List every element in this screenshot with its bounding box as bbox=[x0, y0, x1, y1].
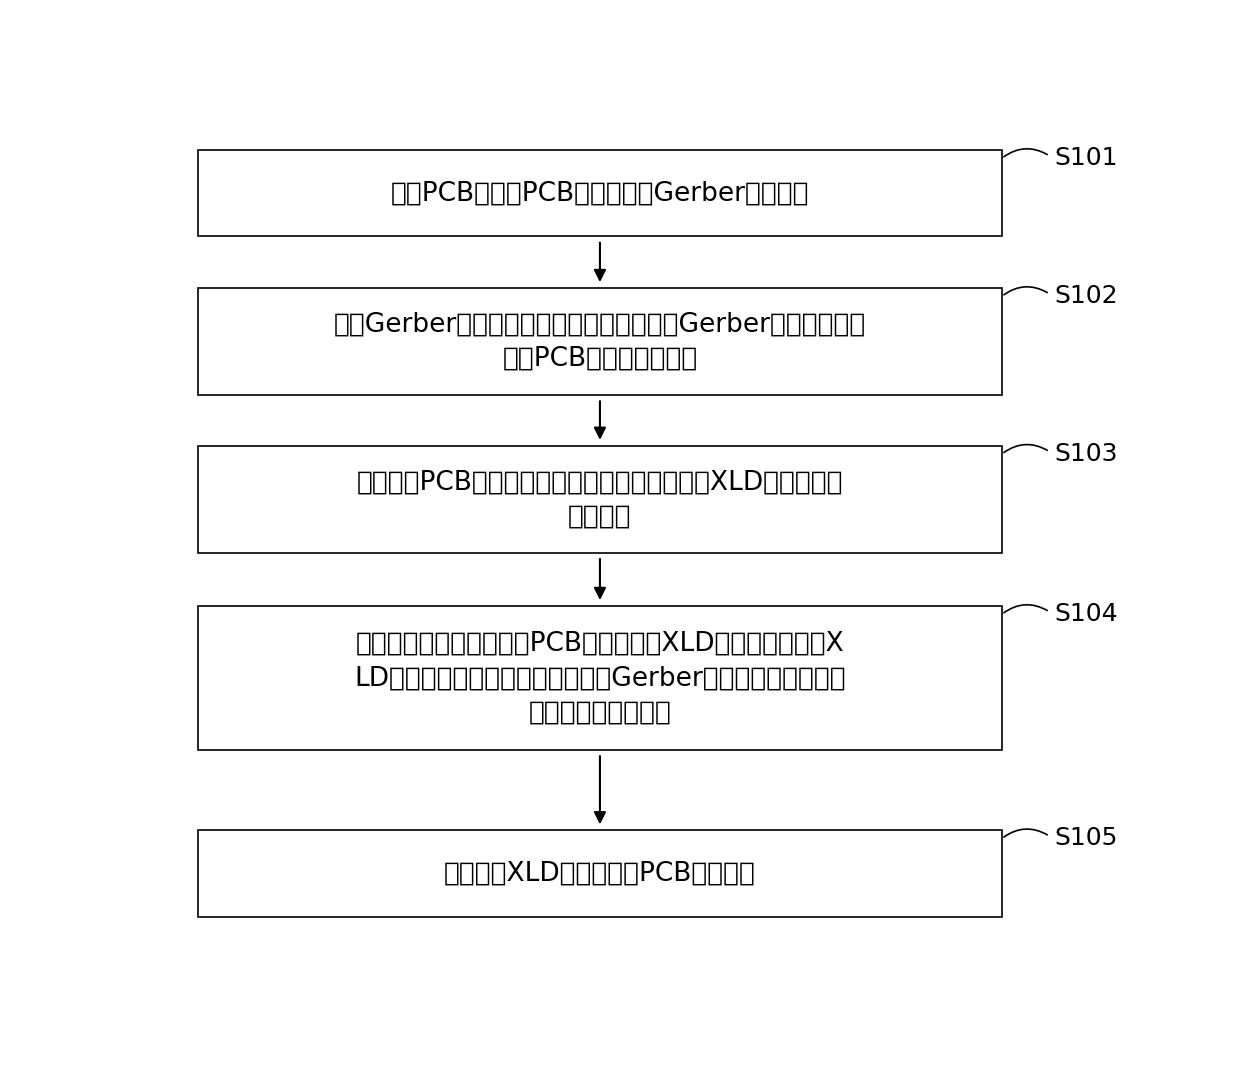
Text: 根据Gerber格式文件的语法规则，确定所述Gerber格式文件所对: 根据Gerber格式文件的语法规则，确定所述Gerber格式文件所对 bbox=[334, 312, 866, 337]
Bar bbox=[198, 606, 1002, 750]
Bar bbox=[198, 446, 1002, 553]
Text: 扫描PCB，得到PCB图像对应的Gerber格式文件: 扫描PCB，得到PCB图像对应的Gerber格式文件 bbox=[391, 180, 810, 206]
Text: S103: S103 bbox=[1054, 442, 1118, 466]
Text: 应的PCB图像的参数信息: 应的PCB图像的参数信息 bbox=[502, 346, 698, 372]
Bar bbox=[198, 830, 1002, 917]
Bar bbox=[198, 288, 1002, 395]
Text: 根据所述PCB图像的参数信息，确定绘制对应的XLD格式图像所: 根据所述PCB图像的参数信息，确定绘制对应的XLD格式图像所 bbox=[357, 469, 843, 495]
Text: 基于所述所需的参数绘制PCB图像对应的XLD格式图像；所述X: 基于所述所需的参数绘制PCB图像对应的XLD格式图像；所述X bbox=[356, 631, 844, 656]
Text: LD格式图像为矢量图，相较将所述Gerber格式文件直接转化成: LD格式图像为矢量图，相较将所述Gerber格式文件直接转化成 bbox=[355, 665, 846, 691]
Text: 位图的精度有所提高: 位图的精度有所提高 bbox=[528, 700, 671, 726]
Text: 基于所述XLD格式图像对PCB进行检查: 基于所述XLD格式图像对PCB进行检查 bbox=[444, 861, 756, 887]
Text: S105: S105 bbox=[1054, 826, 1118, 850]
Text: S102: S102 bbox=[1054, 284, 1118, 308]
Text: S104: S104 bbox=[1054, 602, 1118, 626]
Text: S101: S101 bbox=[1054, 146, 1118, 170]
Bar bbox=[198, 150, 1002, 237]
Text: 需的参数: 需的参数 bbox=[568, 504, 631, 529]
